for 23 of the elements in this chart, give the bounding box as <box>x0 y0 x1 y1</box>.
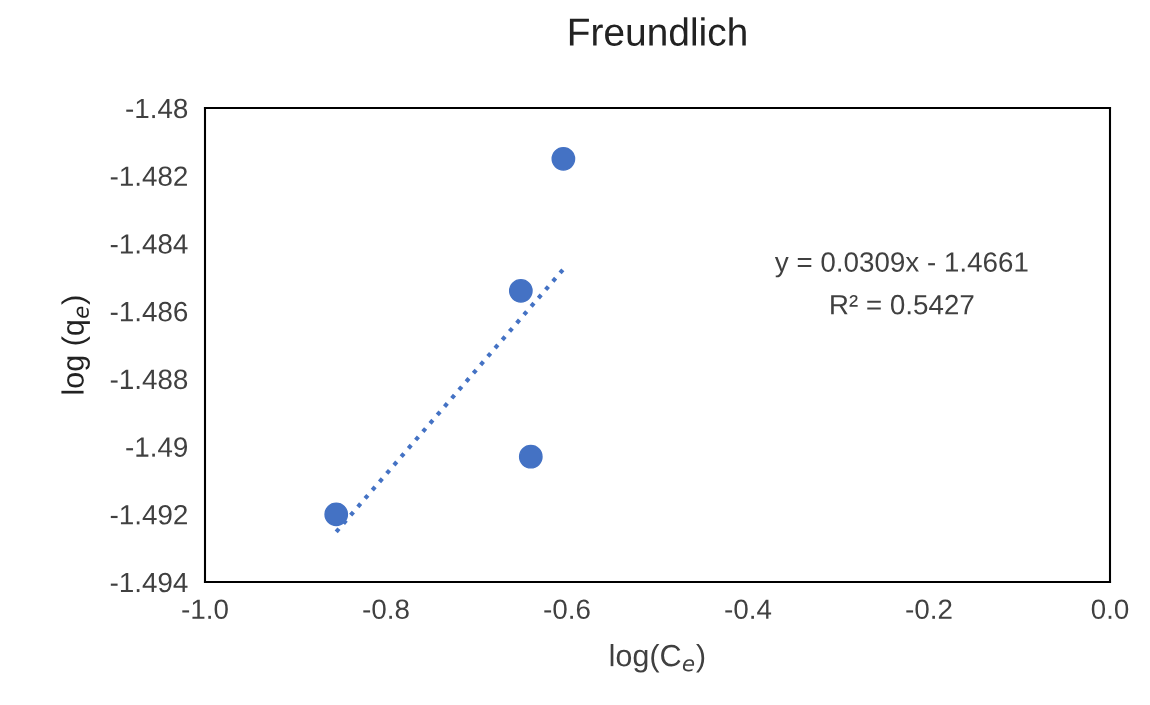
x-tick-label: -0.6 <box>544 599 590 620</box>
y-tick-label: -1.49 <box>126 437 188 457</box>
chart-title: Freundlich <box>569 17 746 46</box>
point <box>324 502 349 527</box>
y-tick-label: -1.486 <box>110 301 188 322</box>
x-tick-label: -1.0 <box>182 599 228 620</box>
point <box>508 278 533 303</box>
x-tick-label: -0.4 <box>725 599 772 620</box>
y-tick-label: -1.48 <box>126 98 188 119</box>
y-axis-title: log (q$_{e}$) <box>61 296 90 394</box>
y-tick-label: -1.492 <box>110 504 187 525</box>
point <box>518 444 543 469</box>
y-tick-label: -1.484 <box>110 234 188 254</box>
x-tick-label: -0.2 <box>906 599 952 620</box>
point <box>551 146 576 171</box>
x-axis-title: log(C$_{e}$) <box>610 644 705 673</box>
y-tick-label: -1.488 <box>110 369 188 390</box>
annotation: y = 0.0309x - 1.4661 <box>774 252 1028 278</box>
x-tick-label: -0.8 <box>363 599 409 620</box>
annotation: R² = 0.5427 <box>831 294 974 315</box>
y-tick-label: -1.494 <box>110 572 188 593</box>
y-tick-label: -1.482 <box>110 166 187 187</box>
x-tick-label: 0.0 <box>1091 599 1129 620</box>
